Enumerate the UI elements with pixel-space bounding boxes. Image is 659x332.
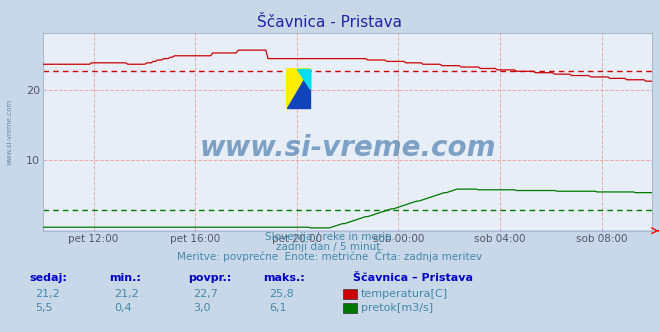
Text: temperatura[C]: temperatura[C] bbox=[361, 289, 448, 299]
Text: 22,7: 22,7 bbox=[193, 289, 218, 299]
Text: Ščavnica – Pristava: Ščavnica – Pristava bbox=[353, 273, 473, 283]
Text: 25,8: 25,8 bbox=[269, 289, 294, 299]
Text: pretok[m3/s]: pretok[m3/s] bbox=[361, 303, 433, 313]
Text: 6,1: 6,1 bbox=[269, 303, 287, 313]
Text: Slovenija / reke in morje.: Slovenija / reke in morje. bbox=[264, 232, 395, 242]
Text: zadnji dan / 5 minut.: zadnji dan / 5 minut. bbox=[275, 242, 384, 252]
Text: www.si-vreme.com: www.si-vreme.com bbox=[200, 134, 496, 162]
Text: sedaj:: sedaj: bbox=[30, 273, 67, 283]
Polygon shape bbox=[297, 69, 310, 89]
Text: 21,2: 21,2 bbox=[114, 289, 139, 299]
Text: 21,2: 21,2 bbox=[35, 289, 60, 299]
Text: 3,0: 3,0 bbox=[193, 303, 211, 313]
Text: www.si-vreme.com: www.si-vreme.com bbox=[7, 99, 13, 165]
Text: maks.:: maks.: bbox=[264, 273, 305, 283]
Polygon shape bbox=[287, 69, 310, 108]
Text: Ščavnica - Pristava: Ščavnica - Pristava bbox=[257, 15, 402, 30]
Polygon shape bbox=[287, 69, 310, 108]
Text: 0,4: 0,4 bbox=[114, 303, 132, 313]
Text: 5,5: 5,5 bbox=[35, 303, 53, 313]
Text: povpr.:: povpr.: bbox=[188, 273, 231, 283]
Text: Meritve: povprečne  Enote: metrične  Črta: zadnja meritev: Meritve: povprečne Enote: metrične Črta:… bbox=[177, 250, 482, 262]
Text: min.:: min.: bbox=[109, 273, 140, 283]
